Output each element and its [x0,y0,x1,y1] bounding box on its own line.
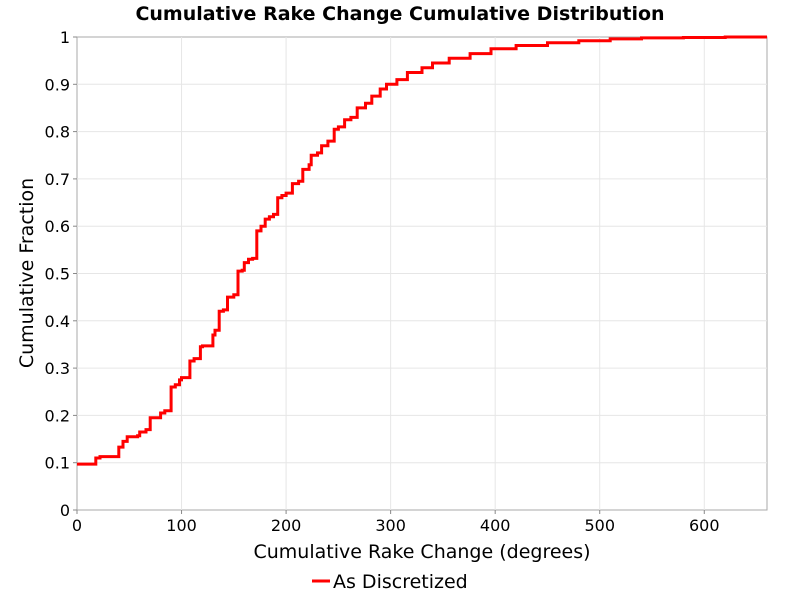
legend: As Discretized [312,571,468,593]
y-tick-label: 0.8 [45,123,70,142]
legend-label: As Discretized [333,571,468,593]
x-axis-label: Cumulative Rake Change (degrees) [253,541,590,563]
y-tick-label: 0.1 [45,454,70,473]
y-tick-label: 0.3 [45,359,70,378]
y-tick-label: 0.9 [45,75,70,94]
y-tick-label: 0.5 [45,265,70,284]
x-tick-label: 200 [271,516,302,535]
x-tick-label: 500 [584,516,615,535]
x-tick-label: 100 [166,516,197,535]
x-tick-label: 300 [375,516,406,535]
x-axis: 0 100 200 300 400 500 600 [72,510,720,535]
x-tick-label: 400 [480,516,511,535]
y-tick-label: 0 [60,501,70,520]
x-tick-label: 600 [689,516,720,535]
y-tick-label: 0.2 [45,406,70,425]
series-line [77,35,767,466]
series-group [77,35,767,466]
chart-title: Cumulative Rake Change Cumulative Distri… [135,3,664,25]
y-tick-label: 0.7 [45,170,70,189]
y-tick-label: 0.4 [45,312,70,331]
x-tick-label: 0 [72,516,82,535]
y-tick-label: 1 [60,28,70,47]
y-axis: 0 0.1 0.2 0.3 0.4 0.5 0.6 0.7 0.8 0.9 1 [45,28,77,520]
grid [77,37,767,510]
y-axis-label: Cumulative Fraction [16,178,38,368]
y-tick-label: 0.6 [45,217,70,236]
